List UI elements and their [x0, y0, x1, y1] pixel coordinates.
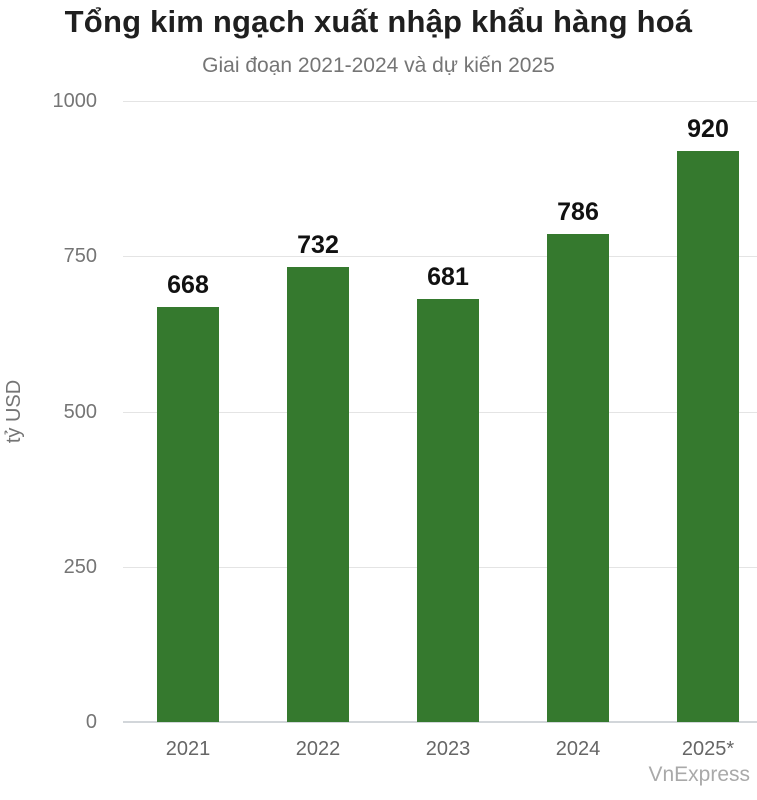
chart-title: Tổng kim ngạch xuất nhập khẩu hàng hoá: [64, 4, 693, 39]
x-tick-label-2021: 2021: [165, 738, 211, 760]
y-tick-label-250: 250: [63, 555, 97, 578]
chart-subtitle: Giai đoạn 2021-2024 và dự kiến 2025: [202, 54, 555, 77]
x-tick-label-2025*: 2025*: [681, 738, 735, 760]
bar-2024: [547, 233, 609, 722]
bar-value-label-2025*: 920: [687, 114, 729, 143]
bar-2025*: [677, 150, 739, 722]
bar-value-label-2023: 681: [427, 263, 469, 292]
y-tick-label-1000: 1000: [52, 90, 98, 112]
x-tick-label-2022: 2022: [295, 738, 341, 760]
y-tick-label-500: 500: [63, 400, 97, 423]
x-tick-label-2024: 2024: [555, 738, 601, 760]
bar-2021: [157, 307, 219, 722]
bar-value-label-2024: 786: [557, 197, 599, 226]
bar-2023: [417, 299, 479, 722]
bar-value-label-2022: 732: [297, 231, 339, 260]
y-tick-label-750: 750: [63, 245, 97, 268]
gridline-1000: [123, 101, 757, 102]
watermark: VnExpress: [648, 763, 750, 786]
gridline-0: [123, 721, 757, 723]
y-tick-label-0: 0: [85, 711, 97, 733]
gridline-750: [123, 256, 757, 258]
bar-2022: [287, 267, 349, 722]
bar-value-label-2021: 668: [167, 271, 209, 300]
x-tick-label-2023: 2023: [425, 738, 471, 760]
